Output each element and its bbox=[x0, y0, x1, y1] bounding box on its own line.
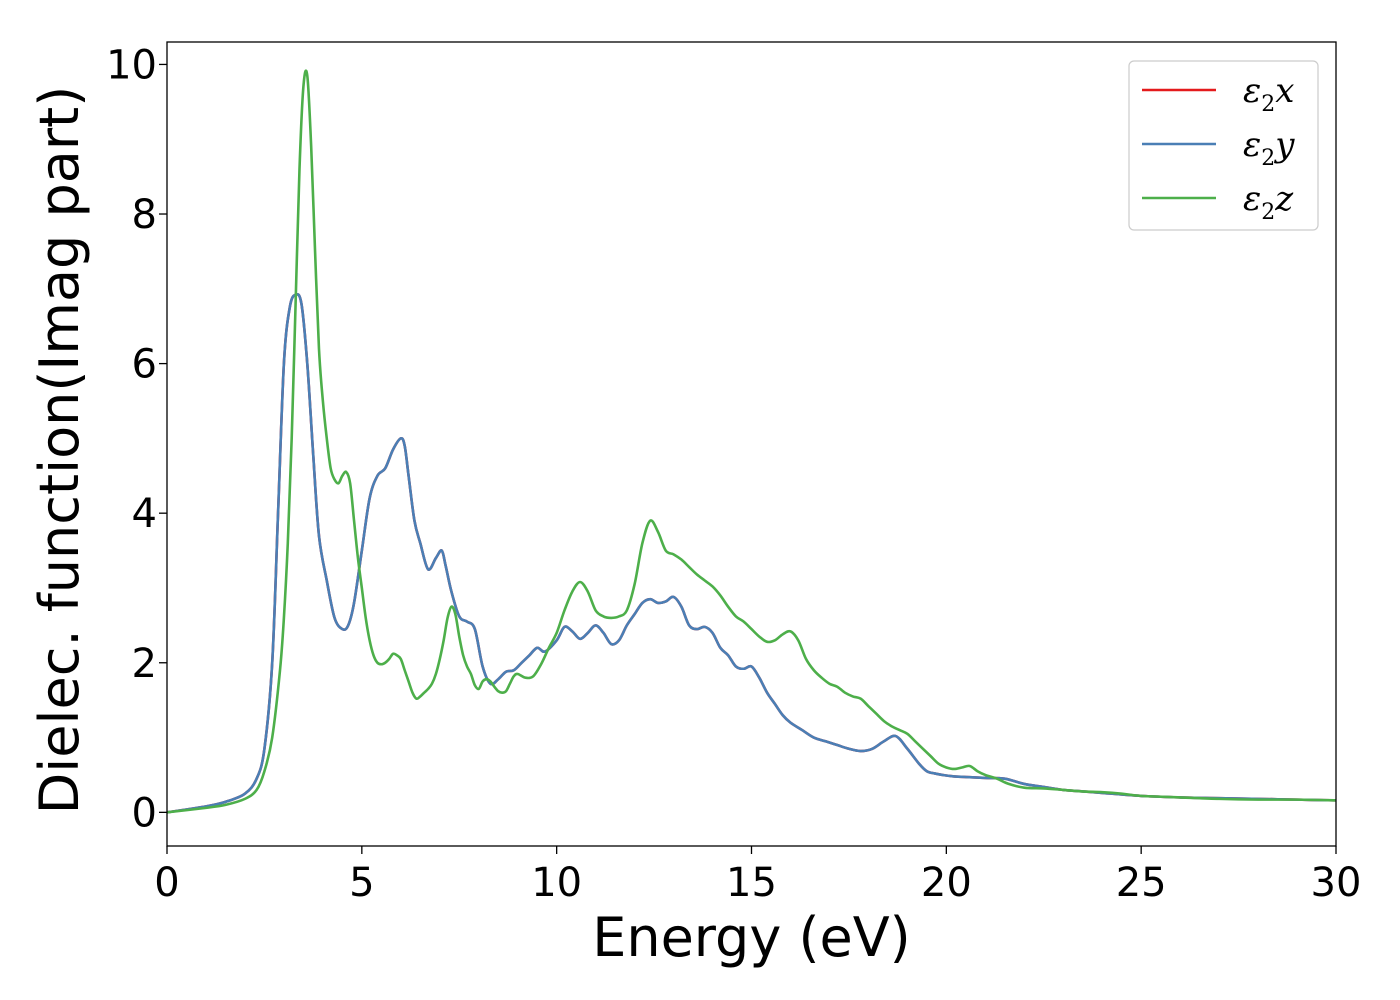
y-tick-label: 8 bbox=[132, 192, 157, 238]
y-tick-label: 10 bbox=[106, 42, 157, 88]
series-layer bbox=[167, 69, 1336, 814]
x-tick-label: 15 bbox=[726, 860, 777, 906]
legend-label: ε2z bbox=[1243, 179, 1294, 225]
legend-item-z: ε2z bbox=[1142, 179, 1294, 225]
x-tick-label: 30 bbox=[1311, 860, 1362, 906]
y-tick-label: 2 bbox=[132, 641, 157, 687]
x-tick-label: 10 bbox=[531, 860, 582, 906]
y-axis-label: Dielec. function(Imag part) bbox=[28, 86, 91, 815]
x-tick-label: 5 bbox=[349, 860, 374, 906]
legend-label: ε2y bbox=[1243, 125, 1295, 171]
legend: ε2x ε2y ε2z bbox=[1128, 60, 1319, 231]
x-tick-label: 25 bbox=[1116, 860, 1167, 906]
x-axis-ticks: 0 5 10 15 20 25 30 bbox=[154, 846, 1361, 906]
series-line-x bbox=[167, 293, 1336, 814]
x-tick-label: 20 bbox=[921, 860, 972, 906]
series-line-y bbox=[167, 293, 1336, 814]
y-axis-ticks: 0 2 4 6 8 10 bbox=[106, 42, 167, 836]
legend-item-x: ε2x bbox=[1142, 71, 1294, 117]
y-tick-label: 4 bbox=[132, 491, 157, 537]
legend-label: ε2x bbox=[1243, 71, 1294, 117]
y-tick-label: 0 bbox=[132, 790, 157, 836]
x-axis-label: Energy (eV) bbox=[592, 906, 911, 969]
y-tick-label: 6 bbox=[132, 342, 157, 388]
legend-box bbox=[1128, 60, 1319, 231]
x-tick-label: 0 bbox=[154, 860, 179, 906]
legend-item-y: ε2y bbox=[1142, 125, 1295, 171]
series-line-z bbox=[167, 69, 1336, 814]
